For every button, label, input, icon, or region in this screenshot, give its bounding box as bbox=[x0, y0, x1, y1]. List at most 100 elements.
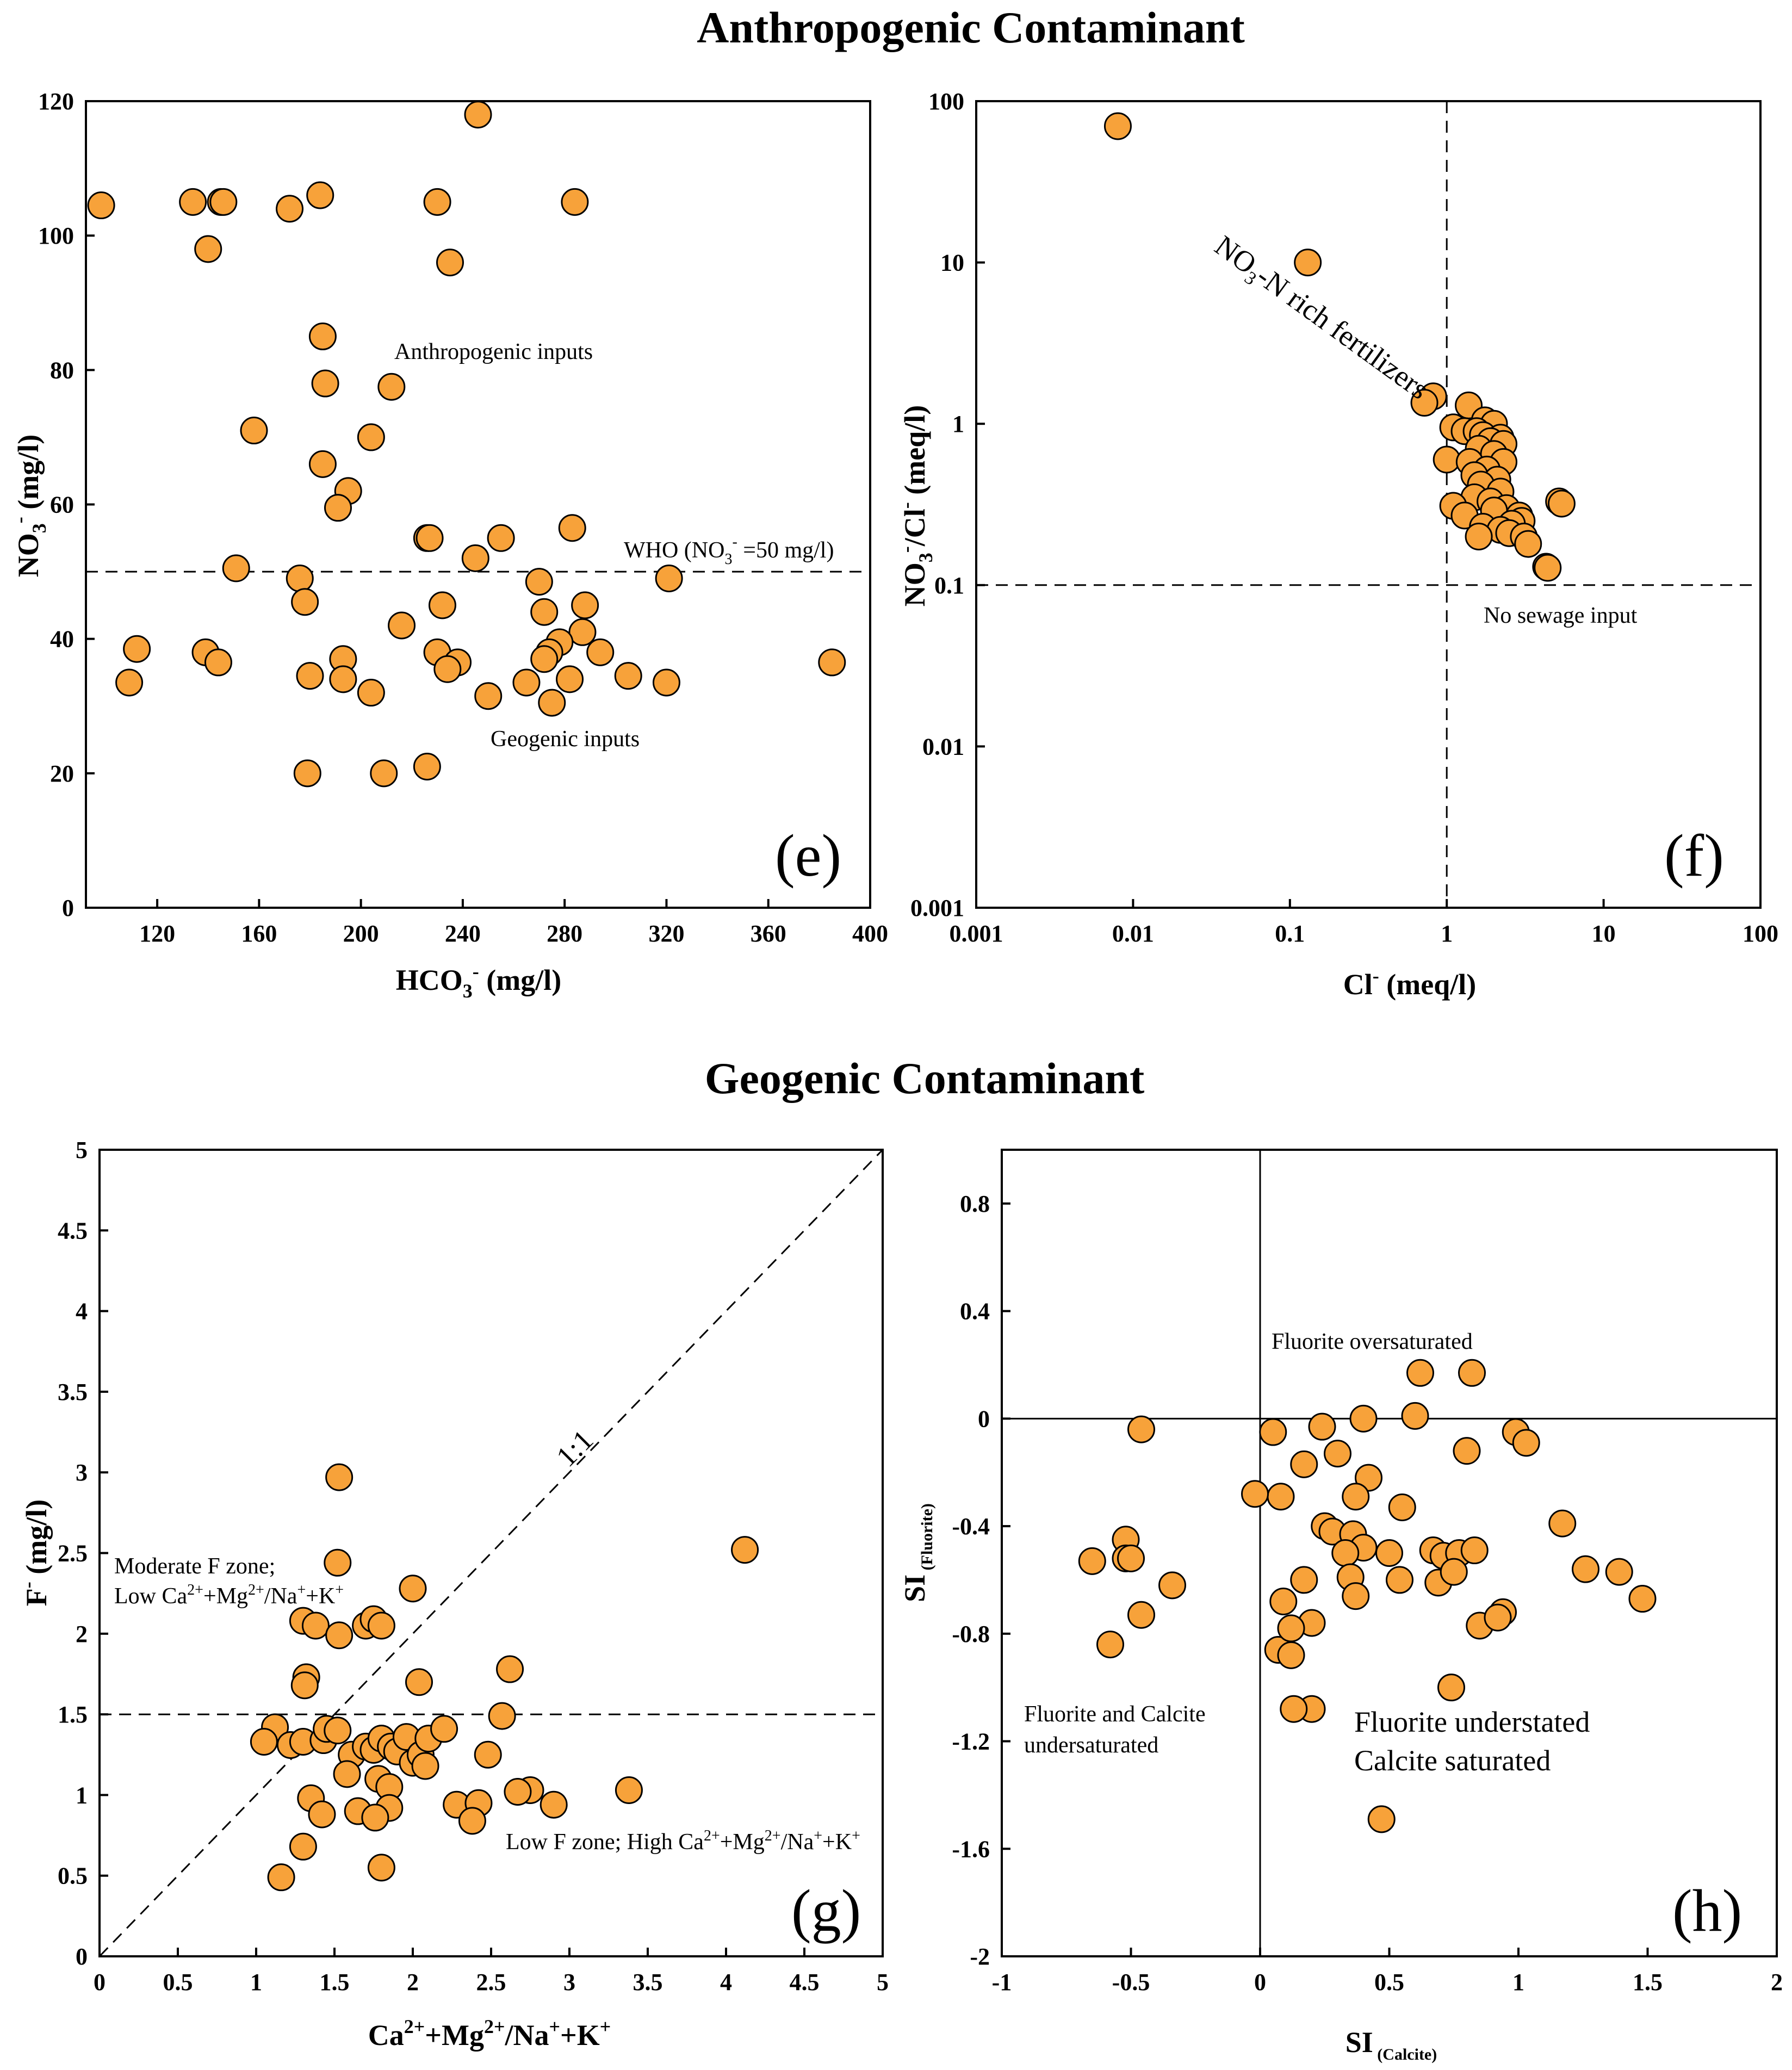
chart-h-data-point bbox=[1308, 1412, 1336, 1441]
chart-h-ytick-label: -1.6 bbox=[952, 1836, 990, 1862]
chart-h-data-point bbox=[1280, 1695, 1308, 1723]
chart-g-xtick-label: 0.5 bbox=[163, 1969, 193, 1995]
chart-e-data-point bbox=[276, 195, 304, 223]
chart-h-data-point bbox=[1349, 1404, 1378, 1433]
chart-h-data-point bbox=[1484, 1603, 1512, 1632]
chart-h-data-point bbox=[1388, 1493, 1416, 1521]
chart-h-annotation-understated-2: Calcite saturated bbox=[1354, 1744, 1551, 1777]
chart-g-ytick-label: 3.5 bbox=[58, 1379, 88, 1405]
chart-h-data-point bbox=[1158, 1571, 1186, 1600]
chart-g-xtick-label: 2.5 bbox=[476, 1969, 506, 1995]
chart-g-ytick-label: 2 bbox=[76, 1621, 88, 1647]
chart-e-data-point bbox=[558, 514, 586, 542]
chart-g-data-point bbox=[474, 1740, 502, 1769]
chart-f-xlabel: Cl- (meq/l) bbox=[1343, 965, 1476, 1001]
chart-h-ylabel: SI (Fluorite) bbox=[898, 1503, 936, 1602]
chart-e-data-point bbox=[561, 188, 589, 216]
chart-e-data-point bbox=[464, 101, 492, 129]
chart-e-data-point bbox=[377, 373, 406, 401]
chart-f-frame bbox=[975, 100, 1762, 909]
chart-g-annotation-low: Low F zone; High Ca2++Mg2+/Na++K+ bbox=[506, 1827, 860, 1855]
chart-g-xtick-label: 1 bbox=[250, 1969, 262, 1995]
chart-h-data-point bbox=[1290, 1566, 1318, 1594]
chart-g-data-point bbox=[267, 1863, 295, 1892]
chart-e-data-point bbox=[87, 191, 115, 220]
chart-g-xtick-label: 4 bbox=[720, 1969, 732, 1995]
chart-h-annotation-undersaturated-2: undersaturated bbox=[1024, 1733, 1158, 1758]
chart-e-data-point bbox=[655, 564, 683, 592]
chart-g-data-point bbox=[458, 1807, 486, 1835]
chart-e-data-point bbox=[240, 417, 268, 445]
chart-h: -1 -0.5 0 0.5 1 1.5 2 -2 -1.6 -1.2 -0.8 -0.4 0 0.4 0.8… bbox=[898, 1149, 1783, 2063]
chart-e-xtick-label: 400 bbox=[852, 920, 888, 947]
chart-h-data-point bbox=[1628, 1585, 1657, 1613]
chart-g-ytick-label: 4.5 bbox=[58, 1217, 88, 1244]
chart-e-data-point bbox=[433, 655, 462, 683]
chart-h-annotation-undersaturated-1: Fluorite and Calcite bbox=[1024, 1702, 1206, 1727]
chart-e-xtick-label: 160 bbox=[241, 920, 277, 947]
chart-h-data-point bbox=[1324, 1440, 1351, 1468]
chart-g-ytick-label: 1 bbox=[76, 1782, 88, 1808]
chart-h-data-point bbox=[1078, 1547, 1106, 1575]
chart-f-ylabel: NO3-/Cl- (meq/l) bbox=[895, 405, 937, 606]
chart-g-xlabel: Ca2++Mg2+/Na++K+ bbox=[368, 2016, 611, 2052]
chart-e-data-point bbox=[291, 588, 319, 616]
chart-g-data-point bbox=[399, 1575, 427, 1603]
chart-e-annotation-geogenic: Geogenic inputs bbox=[491, 727, 640, 752]
chart-e-ytick-label: 60 bbox=[50, 492, 74, 518]
chart-g-xtick-label: 3 bbox=[563, 1969, 575, 1995]
chart-f-annotation-fertilizers: NO3-N rich fertilizers bbox=[1206, 229, 1435, 409]
chart-e-data-point bbox=[413, 752, 441, 780]
chart-g-data-point bbox=[615, 1776, 643, 1805]
chart-h-ytick-label: -0.4 bbox=[952, 1513, 990, 1540]
chart-h-data-point bbox=[1437, 1674, 1465, 1702]
chart-f-xtick-label: 10 bbox=[1592, 920, 1616, 947]
chart-h-data-point bbox=[1269, 1587, 1298, 1615]
chart-g-data-point bbox=[250, 1728, 278, 1756]
chart-f-data-point bbox=[1103, 112, 1132, 140]
chart-h-data-point bbox=[1572, 1555, 1599, 1583]
chart-e-data-point bbox=[296, 662, 324, 690]
chart-h-xtick-label: 1.5 bbox=[1633, 1969, 1663, 1995]
chart-g-data-point bbox=[361, 1803, 389, 1832]
chart-e-data-point bbox=[474, 682, 503, 710]
chart-e-data-point bbox=[512, 668, 541, 697]
chart-h-data-point bbox=[1375, 1539, 1403, 1567]
chart-e-data-point bbox=[388, 611, 416, 640]
chart-e-data-point bbox=[568, 618, 597, 646]
chart-h-xtick-label: -1 bbox=[992, 1969, 1012, 1995]
chart-h-ytick-label: -0.8 bbox=[952, 1621, 990, 1647]
chart-e-ytick-label: 0 bbox=[62, 895, 74, 921]
chart-e-data-point bbox=[423, 188, 451, 216]
chart-h-ytick-label: -2 bbox=[970, 1943, 990, 1970]
chart-h-data-point bbox=[1267, 1483, 1295, 1511]
chart-h-data-point bbox=[1277, 1614, 1305, 1643]
chart-e-data-point bbox=[818, 648, 846, 677]
chart-e-data-point bbox=[329, 665, 357, 693]
chart-h-data-point bbox=[1241, 1480, 1269, 1508]
chart-h-data-point bbox=[1386, 1566, 1413, 1594]
chart-e-data-point bbox=[194, 235, 222, 263]
chart-h-ytick-label: 0.4 bbox=[960, 1298, 990, 1325]
chart-h-data-point bbox=[1460, 1536, 1489, 1565]
chart-h-data-point bbox=[1342, 1483, 1370, 1511]
chart-g-data-point bbox=[411, 1752, 439, 1780]
chart-e-ylabel: NO3- (mg/l) bbox=[9, 435, 50, 577]
chart-g-annotation-moderate: Moderate F zone; bbox=[114, 1554, 275, 1579]
chart-e-data-point bbox=[416, 524, 444, 552]
chart-g-ytick-label: 3 bbox=[76, 1459, 88, 1486]
chart-e-data-point bbox=[461, 544, 489, 572]
chart-e-annotation-who: WHO (NO3- =50 mg/l) bbox=[624, 534, 834, 568]
chart-g-data-point bbox=[367, 1854, 395, 1882]
chart-g-data-point bbox=[289, 1832, 317, 1861]
chart-g-data-point bbox=[496, 1655, 524, 1683]
chart-e-data-point bbox=[222, 554, 250, 582]
chart-g-ytick-label: 2.5 bbox=[58, 1540, 88, 1567]
chart-e-data-point bbox=[556, 665, 584, 693]
chart-e-data-point bbox=[525, 568, 553, 596]
chart-g-xtick-label: 1.5 bbox=[320, 1969, 350, 1995]
chart-h-data-point bbox=[1406, 1359, 1434, 1387]
chart-e-data-point bbox=[123, 635, 151, 663]
chart-e-data-point bbox=[652, 668, 680, 697]
